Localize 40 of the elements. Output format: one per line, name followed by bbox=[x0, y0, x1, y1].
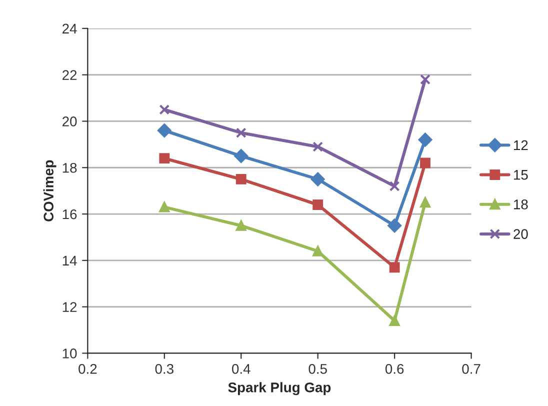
y-axis-title: COVimep bbox=[43, 160, 56, 222]
x-axis-title: Spark Plug Gap bbox=[228, 382, 331, 396]
point bbox=[157, 124, 172, 138]
legend-label: 15 bbox=[514, 170, 528, 180]
point bbox=[420, 197, 430, 208]
point bbox=[159, 202, 170, 212]
point bbox=[236, 128, 246, 138]
point bbox=[159, 104, 170, 115]
point bbox=[420, 158, 430, 168]
point bbox=[236, 220, 246, 231]
point bbox=[420, 74, 430, 85]
legend-label: 20 bbox=[514, 229, 528, 239]
y-tick-label: 10 bbox=[62, 348, 77, 358]
legend-label: 18 bbox=[514, 200, 528, 210]
point bbox=[312, 246, 324, 256]
point bbox=[389, 180, 400, 192]
point bbox=[418, 132, 432, 147]
y-tick-label: 14 bbox=[62, 256, 77, 266]
point bbox=[234, 149, 248, 163]
y-tick-label: 22 bbox=[62, 70, 77, 80]
x-tick-label: 0.7 bbox=[462, 364, 480, 374]
y-tick-label: 16 bbox=[62, 209, 77, 220]
x-tick-label: 0.4 bbox=[232, 364, 250, 374]
point bbox=[312, 200, 324, 210]
x-tick-label: 0.3 bbox=[155, 364, 174, 374]
y-tick-label: 24 bbox=[62, 24, 77, 34]
y-tick-label: 20 bbox=[62, 116, 77, 126]
x-tick-label: 0.6 bbox=[385, 364, 404, 374]
y-tick-label: 18 bbox=[62, 162, 77, 173]
y-tick-label: 12 bbox=[62, 302, 77, 312]
point bbox=[236, 174, 246, 184]
x-tick-label: 0.5 bbox=[308, 364, 327, 374]
point bbox=[389, 316, 400, 326]
point bbox=[312, 142, 324, 152]
point bbox=[388, 218, 402, 233]
legend-label: 12 bbox=[514, 140, 528, 150]
point bbox=[310, 172, 325, 186]
point bbox=[389, 262, 400, 273]
x-tick-label: 0.2 bbox=[78, 364, 97, 374]
point bbox=[159, 153, 170, 164]
